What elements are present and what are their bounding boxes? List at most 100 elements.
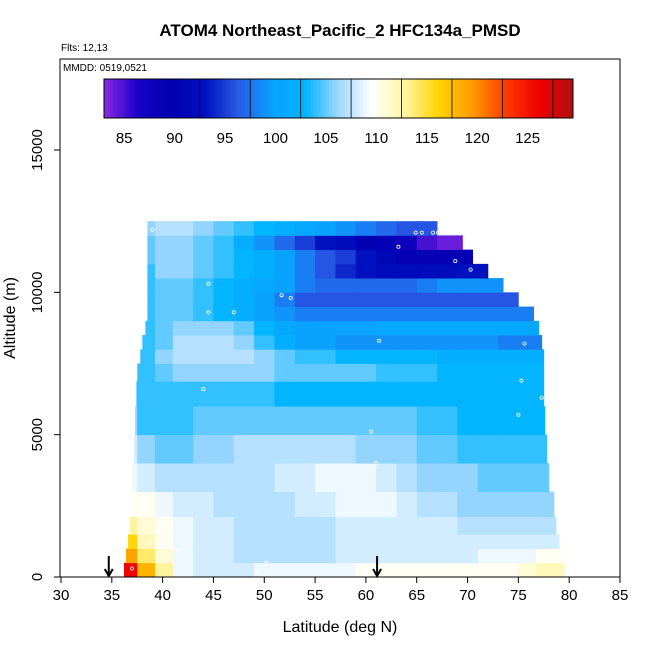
curtain-cell <box>536 381 545 407</box>
curtain-cell <box>376 516 397 535</box>
colorbar-segment <box>444 79 449 118</box>
curtain-cell <box>477 406 499 436</box>
colorbar-segment <box>507 79 511 118</box>
curtain-cell <box>457 292 479 307</box>
curtain-cell <box>213 320 235 336</box>
sample-marker <box>519 378 524 383</box>
colorbar-segment <box>216 79 221 118</box>
colorbar-segment <box>516 79 521 118</box>
curtain-cell <box>518 306 535 322</box>
colorbar-segment <box>141 79 146 118</box>
curtain-cell <box>233 363 255 382</box>
curtain-cell <box>536 335 543 350</box>
colorbar-segment <box>213 79 218 118</box>
curtain-cell <box>124 562 138 578</box>
curtain-cell <box>477 534 499 549</box>
colorbar-segment <box>188 79 193 118</box>
curtain-cell <box>477 363 499 382</box>
curtain-cells <box>124 221 565 578</box>
colorbar-segment <box>366 79 371 118</box>
chart-title: ATOM4 Northeast_Pacific_2 HFC134a_PMSD <box>159 21 520 40</box>
curtain-cell <box>254 235 275 251</box>
curtain-cell <box>548 548 560 564</box>
curtain-cell <box>498 278 504 293</box>
curtain-cell <box>155 491 174 517</box>
curtain-cell <box>335 463 357 492</box>
colorbar-segment <box>404 79 408 118</box>
colorbar-segment <box>332 79 336 118</box>
curtain-cell <box>233 292 255 307</box>
curtain-cell <box>213 278 235 293</box>
curtain-cell <box>254 320 275 336</box>
curtain-cell <box>213 306 235 322</box>
colorbar-segment <box>563 79 568 118</box>
curtain-cell <box>396 292 418 307</box>
curtain-cell <box>233 306 255 322</box>
colorbar-segment <box>407 79 411 118</box>
curtain-cell <box>213 491 235 517</box>
colorbar-segment <box>200 79 205 118</box>
curtain-cell <box>213 534 235 549</box>
curtain-cell <box>294 306 316 322</box>
curtain-cell <box>416 434 438 464</box>
colorbar-segment <box>235 79 239 118</box>
curtain-cell <box>233 434 255 464</box>
curtain-cell <box>233 516 255 535</box>
curtain-cell <box>416 249 438 265</box>
curtain-cell <box>294 381 316 407</box>
curtain-cell <box>294 249 316 265</box>
curtain-cell <box>355 548 377 564</box>
curtain-cell <box>172 516 194 535</box>
curtain-cell <box>437 320 458 336</box>
curtain-cell <box>172 349 194 364</box>
curtain-cell <box>396 548 418 564</box>
curtain-cell <box>294 263 316 279</box>
curtain-cell <box>396 534 418 549</box>
curtain-cell <box>477 562 499 578</box>
colorbar-segment <box>472 79 477 118</box>
curtain-cell <box>518 516 537 535</box>
curtain-cell <box>294 349 316 364</box>
curtain-cell <box>233 320 255 336</box>
curtain-cell <box>193 278 214 293</box>
arrow-head <box>103 568 114 579</box>
curtain-cell <box>416 335 438 350</box>
curtain-cell <box>536 491 550 517</box>
curtain-cell <box>274 562 296 578</box>
curtain-cell <box>213 249 235 265</box>
y-tick-label: 10000 <box>29 271 46 313</box>
curtain-cell <box>147 278 156 293</box>
curtain-cell <box>274 406 296 436</box>
curtain-cell <box>518 434 537 464</box>
curtain-cell <box>498 320 519 336</box>
colorbar-segment <box>119 79 124 118</box>
curtain-cell <box>274 463 296 492</box>
sample-marker <box>377 338 382 343</box>
curtain-cell <box>437 292 458 307</box>
colorbar-segment <box>369 79 374 118</box>
curtain-cell <box>315 463 336 492</box>
curtain-cell <box>137 562 156 578</box>
curtain-cell <box>518 463 537 492</box>
curtain-cell <box>315 516 336 535</box>
curtain-cell <box>213 562 235 578</box>
curtain-cell <box>457 516 479 535</box>
curtain-cell <box>274 516 296 535</box>
arrow-head <box>372 568 382 579</box>
curtain-cell <box>376 349 397 364</box>
curtain-cell <box>355 349 377 364</box>
curtain-cell <box>396 306 418 322</box>
curtain-cell <box>147 249 156 265</box>
curtain-cell <box>315 306 336 322</box>
curtain-cell <box>536 363 545 382</box>
curtain-cell <box>193 320 214 336</box>
sample-marker <box>206 310 211 315</box>
curtain-cell <box>355 491 377 517</box>
curtain-cell <box>193 306 214 322</box>
curtain-cell <box>213 516 235 535</box>
curtain-cell <box>193 235 214 251</box>
curtain-cell <box>498 434 519 464</box>
curtain-cell <box>274 434 296 464</box>
sample-marker <box>264 560 269 565</box>
curtain-cell <box>137 363 156 382</box>
